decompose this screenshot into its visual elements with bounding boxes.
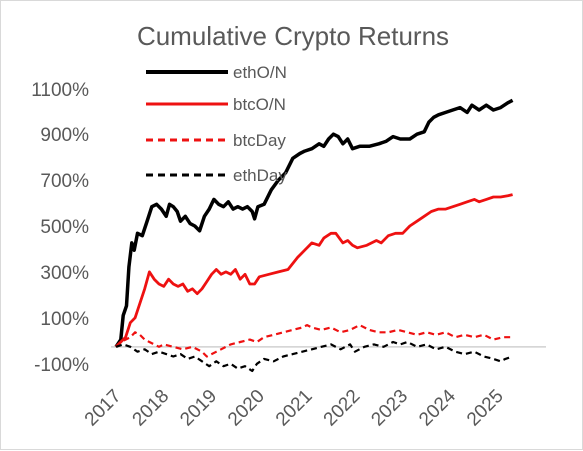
y-tick-label: -100% — [34, 355, 89, 376]
series-line-btco-n — [115, 193, 513, 348]
x-tick-label: 2023 — [367, 386, 412, 431]
legend-label: ethO/N — [233, 63, 287, 82]
x-tick-label: 2020 — [224, 386, 269, 431]
y-axis-ticks: 1100% 900% 700% 500% 300% 100% -100% — [31, 80, 89, 376]
legend-label: ethDay — [233, 166, 287, 185]
x-tick-label: 2017 — [81, 386, 126, 431]
series-lines — [114, 98, 514, 373]
series-line-etho-n — [114, 98, 514, 348]
series-line-btcday — [115, 324, 513, 358]
chart-title: Cumulative Crypto Returns — [137, 21, 449, 51]
legend-label: btcDay — [233, 131, 286, 150]
legend: ethO/N btcO/N btcDay ethDay — [146, 63, 287, 185]
legend-label: btcO/N — [233, 95, 286, 114]
x-tick-label: 2022 — [320, 386, 365, 431]
y-tick-label: 500% — [40, 217, 89, 238]
y-tick-label: 300% — [40, 263, 89, 284]
y-tick-label: 900% — [40, 125, 89, 146]
x-tick-label: 2021 — [272, 386, 317, 431]
x-tick-label: 2024 — [415, 385, 460, 430]
series-line-ethday — [115, 340, 513, 373]
x-axis-ticks: 2017 2018 2019 2020 2021 2022 2023 2024 2025 — [81, 385, 508, 430]
x-tick-label: 2025 — [463, 386, 508, 431]
y-tick-label: 700% — [40, 171, 89, 192]
x-tick-label: 2019 — [176, 386, 221, 431]
y-tick-label: 1100% — [31, 80, 89, 101]
x-tick-label: 2018 — [129, 386, 174, 431]
y-tick-label: 100% — [40, 309, 89, 330]
